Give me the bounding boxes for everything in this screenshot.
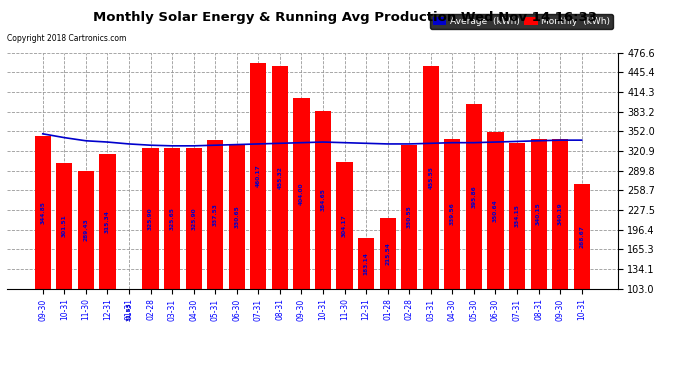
Legend: Average  (kWh), Monthly  (kWh): Average (kWh), Monthly (kWh): [430, 15, 613, 29]
Text: 325.90: 325.90: [148, 207, 153, 230]
Bar: [423, 66, 439, 354]
Bar: [164, 148, 180, 354]
Text: 460.17: 460.17: [256, 165, 261, 187]
Text: 304.17: 304.17: [342, 214, 347, 237]
Bar: [121, 334, 137, 354]
Text: 330.65: 330.65: [235, 206, 239, 228]
Text: 289.43: 289.43: [83, 218, 88, 241]
Bar: [34, 136, 51, 354]
Text: 325.65: 325.65: [170, 207, 175, 230]
Bar: [487, 132, 504, 354]
Bar: [272, 66, 288, 354]
Bar: [552, 139, 569, 354]
Bar: [531, 139, 546, 354]
Bar: [186, 148, 201, 354]
Text: 344.85: 344.85: [40, 201, 46, 224]
Text: Copyright 2018 Cartronics.com: Copyright 2018 Cartronics.com: [7, 34, 126, 43]
Text: 301.51: 301.51: [62, 214, 67, 237]
Text: 384.65: 384.65: [320, 188, 326, 211]
Bar: [509, 142, 525, 354]
Bar: [358, 238, 374, 354]
Bar: [380, 217, 396, 354]
Bar: [207, 141, 224, 354]
Bar: [99, 154, 115, 354]
Bar: [573, 184, 590, 354]
Bar: [401, 145, 417, 354]
Text: 215.54: 215.54: [385, 242, 390, 265]
Text: 183.14: 183.14: [364, 252, 368, 275]
Bar: [228, 145, 245, 354]
Text: 404.00: 404.00: [299, 182, 304, 205]
Bar: [56, 163, 72, 354]
Text: 330.55: 330.55: [406, 206, 412, 228]
Text: 395.86: 395.86: [471, 185, 476, 207]
Text: Monthly Solar Energy & Running Avg Production Wed Nov 14 16:33: Monthly Solar Energy & Running Avg Produ…: [93, 11, 597, 24]
Bar: [444, 139, 460, 354]
Bar: [142, 148, 159, 354]
Bar: [78, 171, 94, 354]
Text: 455.32: 455.32: [277, 166, 282, 189]
Bar: [466, 104, 482, 354]
Text: 268.67: 268.67: [579, 225, 584, 248]
Text: 340.15: 340.15: [536, 202, 541, 225]
Text: 340.19: 340.19: [558, 202, 562, 225]
Text: 325.90: 325.90: [191, 207, 196, 230]
Text: 337.53: 337.53: [213, 203, 218, 226]
Text: 455.55: 455.55: [428, 166, 433, 189]
Text: 334.15: 334.15: [515, 204, 520, 227]
Text: 350.64: 350.64: [493, 199, 498, 222]
Text: 339.56: 339.56: [450, 202, 455, 225]
Text: 315.34: 315.34: [105, 210, 110, 233]
Bar: [293, 98, 310, 354]
Bar: [250, 63, 266, 354]
Text: 31.53: 31.53: [126, 302, 132, 321]
Bar: [315, 111, 331, 354]
Bar: [337, 162, 353, 354]
